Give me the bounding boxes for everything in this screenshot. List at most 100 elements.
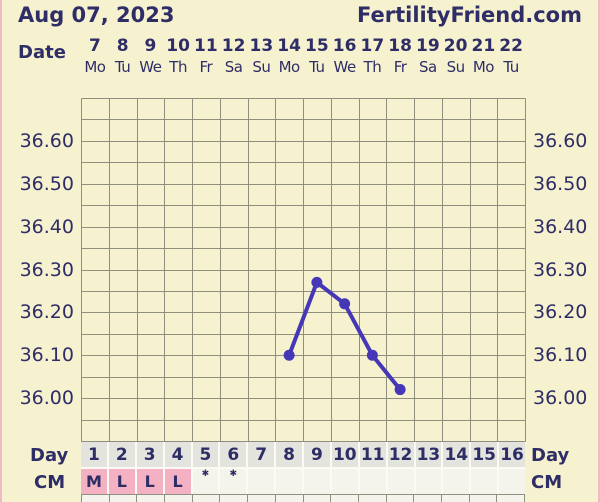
cm-cell[interactable]: ✱	[220, 469, 247, 494]
weekday-label: Fr	[393, 58, 407, 76]
clipped-cell	[248, 495, 276, 502]
date-number: 10	[166, 36, 190, 56]
cycle-day-cell[interactable]: 2	[108, 442, 135, 467]
cm-cell[interactable]	[331, 469, 358, 494]
cycle-day-cell[interactable]: 9	[304, 442, 330, 467]
clipped-cell	[220, 495, 249, 502]
weekday-label: Tu	[114, 58, 131, 76]
cm-cell[interactable]: L	[108, 469, 135, 494]
date-number: 15	[305, 36, 329, 56]
weekday-label: Mo	[278, 58, 301, 76]
cycle-day-cell[interactable]: 13	[415, 442, 442, 467]
cm-cell[interactable]: ✱	[192, 469, 219, 494]
asterisk-icon: ✱	[229, 469, 238, 479]
asterisk-icon: ✱	[201, 469, 210, 479]
cycle-day-cell[interactable]: 1	[81, 442, 107, 467]
date-number-row: 7 8 9 10 11 12 13 14 15 16 17 18 19 20 21 22	[81, 36, 525, 58]
y-tick-label: 36.50	[533, 172, 588, 195]
y-tick-label: 36.00	[533, 387, 588, 410]
y-tick-label: 36.50	[19, 172, 74, 195]
cycle-day-cell[interactable]: 10	[331, 442, 358, 467]
weekday-label: We	[333, 58, 357, 76]
chart-date-title: Aug 07, 2023	[18, 3, 175, 27]
date-number: 13	[249, 36, 274, 56]
y-tick-label: 36.40	[19, 215, 74, 238]
cm-cell[interactable]: M	[81, 469, 107, 494]
brand-link[interactable]: FertilityFriend.com	[357, 3, 582, 27]
cm-cell[interactable]	[499, 469, 525, 494]
clipped-cell	[497, 495, 525, 502]
temperature-point[interactable]	[283, 349, 295, 361]
clipped-cell	[165, 495, 193, 502]
cm-cell[interactable]	[304, 469, 330, 494]
cycle-day-cell[interactable]: 14	[443, 442, 470, 467]
clipped-cell	[303, 495, 332, 502]
weekday-label: Tu	[503, 58, 519, 76]
weekday-label: Mo	[84, 58, 106, 76]
clipped-cell	[81, 495, 110, 502]
date-number: 12	[221, 36, 246, 56]
cycle-day-cell[interactable]: 4	[164, 442, 191, 467]
cm-cell[interactable]	[415, 469, 442, 494]
temperature-point[interactable]	[394, 384, 406, 396]
y-tick-label: 36.60	[533, 129, 588, 152]
cycle-day-cell[interactable]: 16	[499, 442, 525, 467]
weekday-row: Mo Tu We Th Fr Sa Su Mo Tu We Th Fr Sa Su Mo Tu	[81, 58, 525, 78]
weekday-label: Fr	[199, 58, 213, 76]
weekday-label: Mo	[472, 58, 495, 76]
temperature-point[interactable]	[339, 298, 351, 310]
clipped-cell	[331, 495, 359, 502]
cm-axis-label-left: CM	[34, 472, 66, 493]
cm-cell[interactable]	[471, 469, 498, 494]
cm-cell[interactable]	[359, 469, 386, 494]
weekday-label: Su	[446, 58, 466, 76]
weekday-label: Th	[363, 58, 382, 76]
cycle-day-cell[interactable]: 12	[387, 442, 414, 467]
clipped-cell	[469, 495, 498, 502]
clipped-cell	[358, 495, 387, 502]
y-tick-label: 36.30	[19, 258, 74, 281]
cycle-day-cell[interactable]: 15	[471, 442, 498, 467]
cm-cell[interactable]	[276, 469, 302, 494]
temperature-point[interactable]	[311, 276, 323, 288]
weekday-label: Th	[169, 58, 187, 76]
date-number: 9	[144, 36, 157, 56]
day-axis-label-right: Day	[531, 445, 570, 466]
y-tick-label: 36.20	[19, 301, 74, 324]
cm-cell[interactable]	[443, 469, 470, 494]
cm-cell[interactable]: L	[136, 469, 163, 494]
weekday-label: Tu	[309, 58, 325, 76]
date-number: 20	[443, 36, 468, 56]
cycle-day-cell[interactable]: 3	[136, 442, 163, 467]
cycle-day-cell[interactable]: 5	[192, 442, 219, 467]
cycle-day-cell[interactable]: 11	[359, 442, 386, 467]
clipped-cell	[137, 495, 166, 502]
date-number: 19	[416, 36, 440, 56]
weekday-label: Sa	[224, 58, 243, 76]
cycle-day-cell[interactable]: 7	[248, 442, 275, 467]
y-tick-label: 36.00	[19, 387, 74, 410]
date-number: 14	[277, 36, 301, 56]
date-number: 11	[194, 36, 218, 56]
cycle-day-row: 1 2 3 4 5 6 7 8 9 10 11 12 13 14 15 16	[81, 441, 525, 467]
cervical-mucus-row: M L L L ✱ ✱	[81, 467, 525, 494]
cm-cell[interactable]	[387, 469, 414, 494]
temperature-point[interactable]	[366, 349, 378, 361]
date-number: 21	[471, 36, 496, 56]
clipped-cell	[275, 495, 304, 502]
y-tick-label: 36.10	[533, 344, 588, 367]
weekday-label: Sa	[419, 58, 437, 76]
cm-cell[interactable]	[248, 469, 275, 494]
weekday-label: Su	[252, 58, 271, 76]
date-axis-label: Date	[18, 42, 66, 63]
clipped-cell	[192, 495, 221, 502]
clipped-cell	[109, 495, 138, 502]
clipped-next-row	[81, 494, 525, 502]
cycle-day-cell[interactable]: 8	[276, 442, 302, 467]
cm-cell[interactable]: L	[164, 469, 191, 494]
date-number: 22	[499, 36, 523, 56]
cycle-day-cell[interactable]: 6	[220, 442, 247, 467]
y-tick-label: 36.30	[533, 258, 588, 281]
